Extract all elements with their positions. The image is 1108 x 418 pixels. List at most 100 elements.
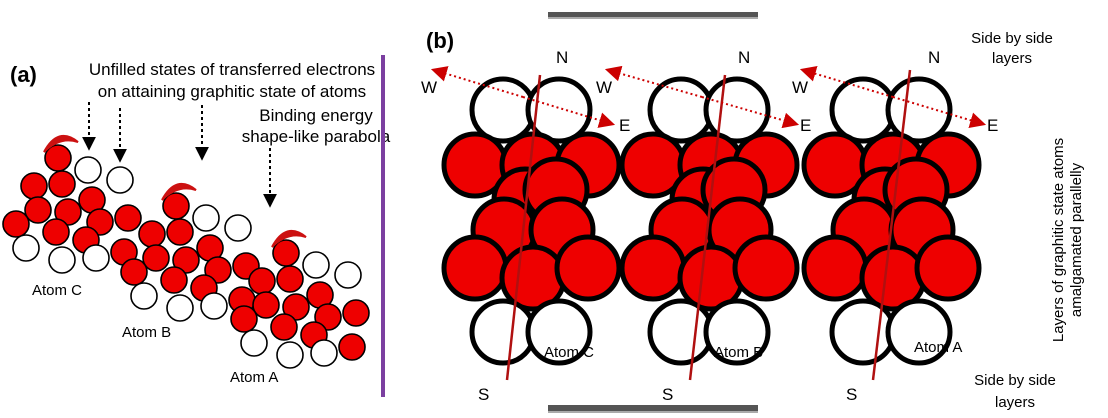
side-by-side-bottom-line1: Side by side: [974, 372, 1056, 389]
west-arrow: [799, 66, 894, 98]
panel-a: (a) Unfilled states of transferred elect…: [2, 60, 391, 386]
unfilled-atom: [82, 244, 110, 272]
unfilled-atom: [130, 282, 158, 310]
unfilled-atom: [703, 298, 771, 366]
compass-north-2: N: [738, 48, 750, 67]
panel-a-label: (a): [10, 62, 37, 87]
unfilled-atom: [310, 339, 338, 367]
filled-atom: [54, 198, 82, 226]
compass-east-2: E: [800, 116, 811, 135]
binding-energy-parabola: [43, 134, 79, 153]
panel-b-compass-axes: [430, 65, 987, 381]
west-arrow: [604, 65, 703, 98]
compass-east-3: E: [987, 116, 998, 135]
panel-b-layer-atom-c: [441, 76, 622, 366]
unfilled-atom: [525, 298, 593, 366]
north-south-line: [871, 69, 912, 381]
unfilled-atom: [829, 298, 897, 366]
filled-atom: [801, 234, 869, 302]
unfilled-atom: [106, 166, 134, 194]
unfilled-atom: [647, 298, 715, 366]
binding-energy-annotation-line2: shape-like parabola: [242, 127, 391, 146]
panel-a-cluster-atom-c: [2, 134, 142, 274]
panel-a-cluster-atom-a: [230, 229, 370, 369]
panel-a-atom-b-label: Atom B: [122, 324, 171, 341]
bottom-plate: [548, 405, 758, 411]
binding-energy-annotation-line1: Binding energy: [259, 106, 373, 125]
filled-atom: [120, 258, 148, 286]
vertical-caption: Layers of graphitic state atoms amalgama…: [1050, 138, 1085, 342]
panel-a-atom-clusters: [2, 134, 370, 369]
filled-atom: [914, 234, 982, 302]
filled-atom: [142, 244, 170, 272]
unfilled-atom: [302, 251, 330, 279]
compass-east-1: E: [619, 116, 630, 135]
panel-b-atom-c-label: Atom C: [544, 344, 594, 361]
unfilled-atom: [48, 246, 76, 274]
compass-south-3: S: [846, 385, 857, 404]
vertical-caption-line2: amalgamated parallelly: [1068, 162, 1085, 317]
compass-west-2: W: [596, 78, 612, 97]
unfilled-atom: [703, 76, 771, 144]
filled-atom: [166, 218, 194, 246]
filled-atom: [114, 204, 142, 232]
filled-atom: [160, 266, 188, 294]
compass-north-1: N: [556, 48, 568, 67]
west-arrow: [430, 66, 524, 98]
filled-atom: [230, 305, 258, 333]
panel-b-label: (b): [426, 28, 454, 53]
east-arrow: [701, 96, 800, 129]
unfilled-atom: [276, 341, 304, 369]
side-by-side-bottom-line2: layers: [995, 394, 1035, 411]
filled-atom: [338, 333, 366, 361]
panel-a-cluster-atom-b: [120, 182, 260, 322]
binding-energy-parabola: [271, 229, 307, 248]
unfilled-states-annotation-line2: on attaining graphitic state of atoms: [98, 82, 366, 101]
side-by-side-top-line2: layers: [992, 50, 1032, 67]
north-south-line: [688, 74, 727, 381]
filled-atom: [441, 234, 509, 302]
filled-atom: [619, 234, 687, 302]
top-plate: [548, 12, 758, 18]
unfilled-atom: [469, 298, 537, 366]
panel-a-atom-a-label: Atom A: [230, 369, 278, 386]
binding-energy-parabola: [161, 182, 197, 201]
unfilled-atom: [240, 329, 268, 357]
panel-a-pointer-arrows: [82, 102, 277, 208]
filled-atom: [42, 218, 70, 246]
compass-west-1: W: [421, 78, 437, 97]
east-arrow: [892, 96, 987, 128]
filled-atom: [276, 265, 304, 293]
filled-atom: [24, 196, 52, 224]
bottom-plate-shadow: [548, 411, 758, 413]
filled-atom: [732, 234, 800, 302]
unfilled-atom: [885, 76, 953, 144]
filled-atom: [20, 172, 48, 200]
filled-atom: [48, 170, 76, 198]
filled-atom: [252, 291, 280, 319]
filled-atom: [248, 267, 276, 295]
compass-south-2: S: [662, 385, 673, 404]
compass-south-1: S: [478, 385, 489, 404]
unfilled-atom: [74, 156, 102, 184]
top-plate-shadow: [548, 17, 758, 19]
unfilled-atom: [12, 234, 40, 262]
panel-a-atom-c-label: Atom C: [32, 282, 82, 299]
filled-atom: [2, 210, 30, 238]
panel-b-layer-atom-b: [619, 76, 800, 366]
filled-atom: [554, 234, 622, 302]
filled-atom: [138, 220, 166, 248]
unfilled-atom: [885, 298, 953, 366]
unfilled-atom: [334, 261, 362, 289]
panel-b-atom-a-label: Atom A: [914, 339, 962, 356]
side-by-side-top-line1: Side by side: [971, 30, 1053, 47]
panel-b-atom-layers: [441, 76, 982, 366]
filled-atom: [342, 299, 370, 327]
compass-west-3: W: [792, 78, 808, 97]
unfilled-atom: [525, 76, 593, 144]
unfilled-atom: [200, 292, 228, 320]
filled-atom: [270, 313, 298, 341]
unfilled-atom: [647, 76, 715, 144]
panel-b-atom-b-label: Atom B: [714, 344, 763, 361]
